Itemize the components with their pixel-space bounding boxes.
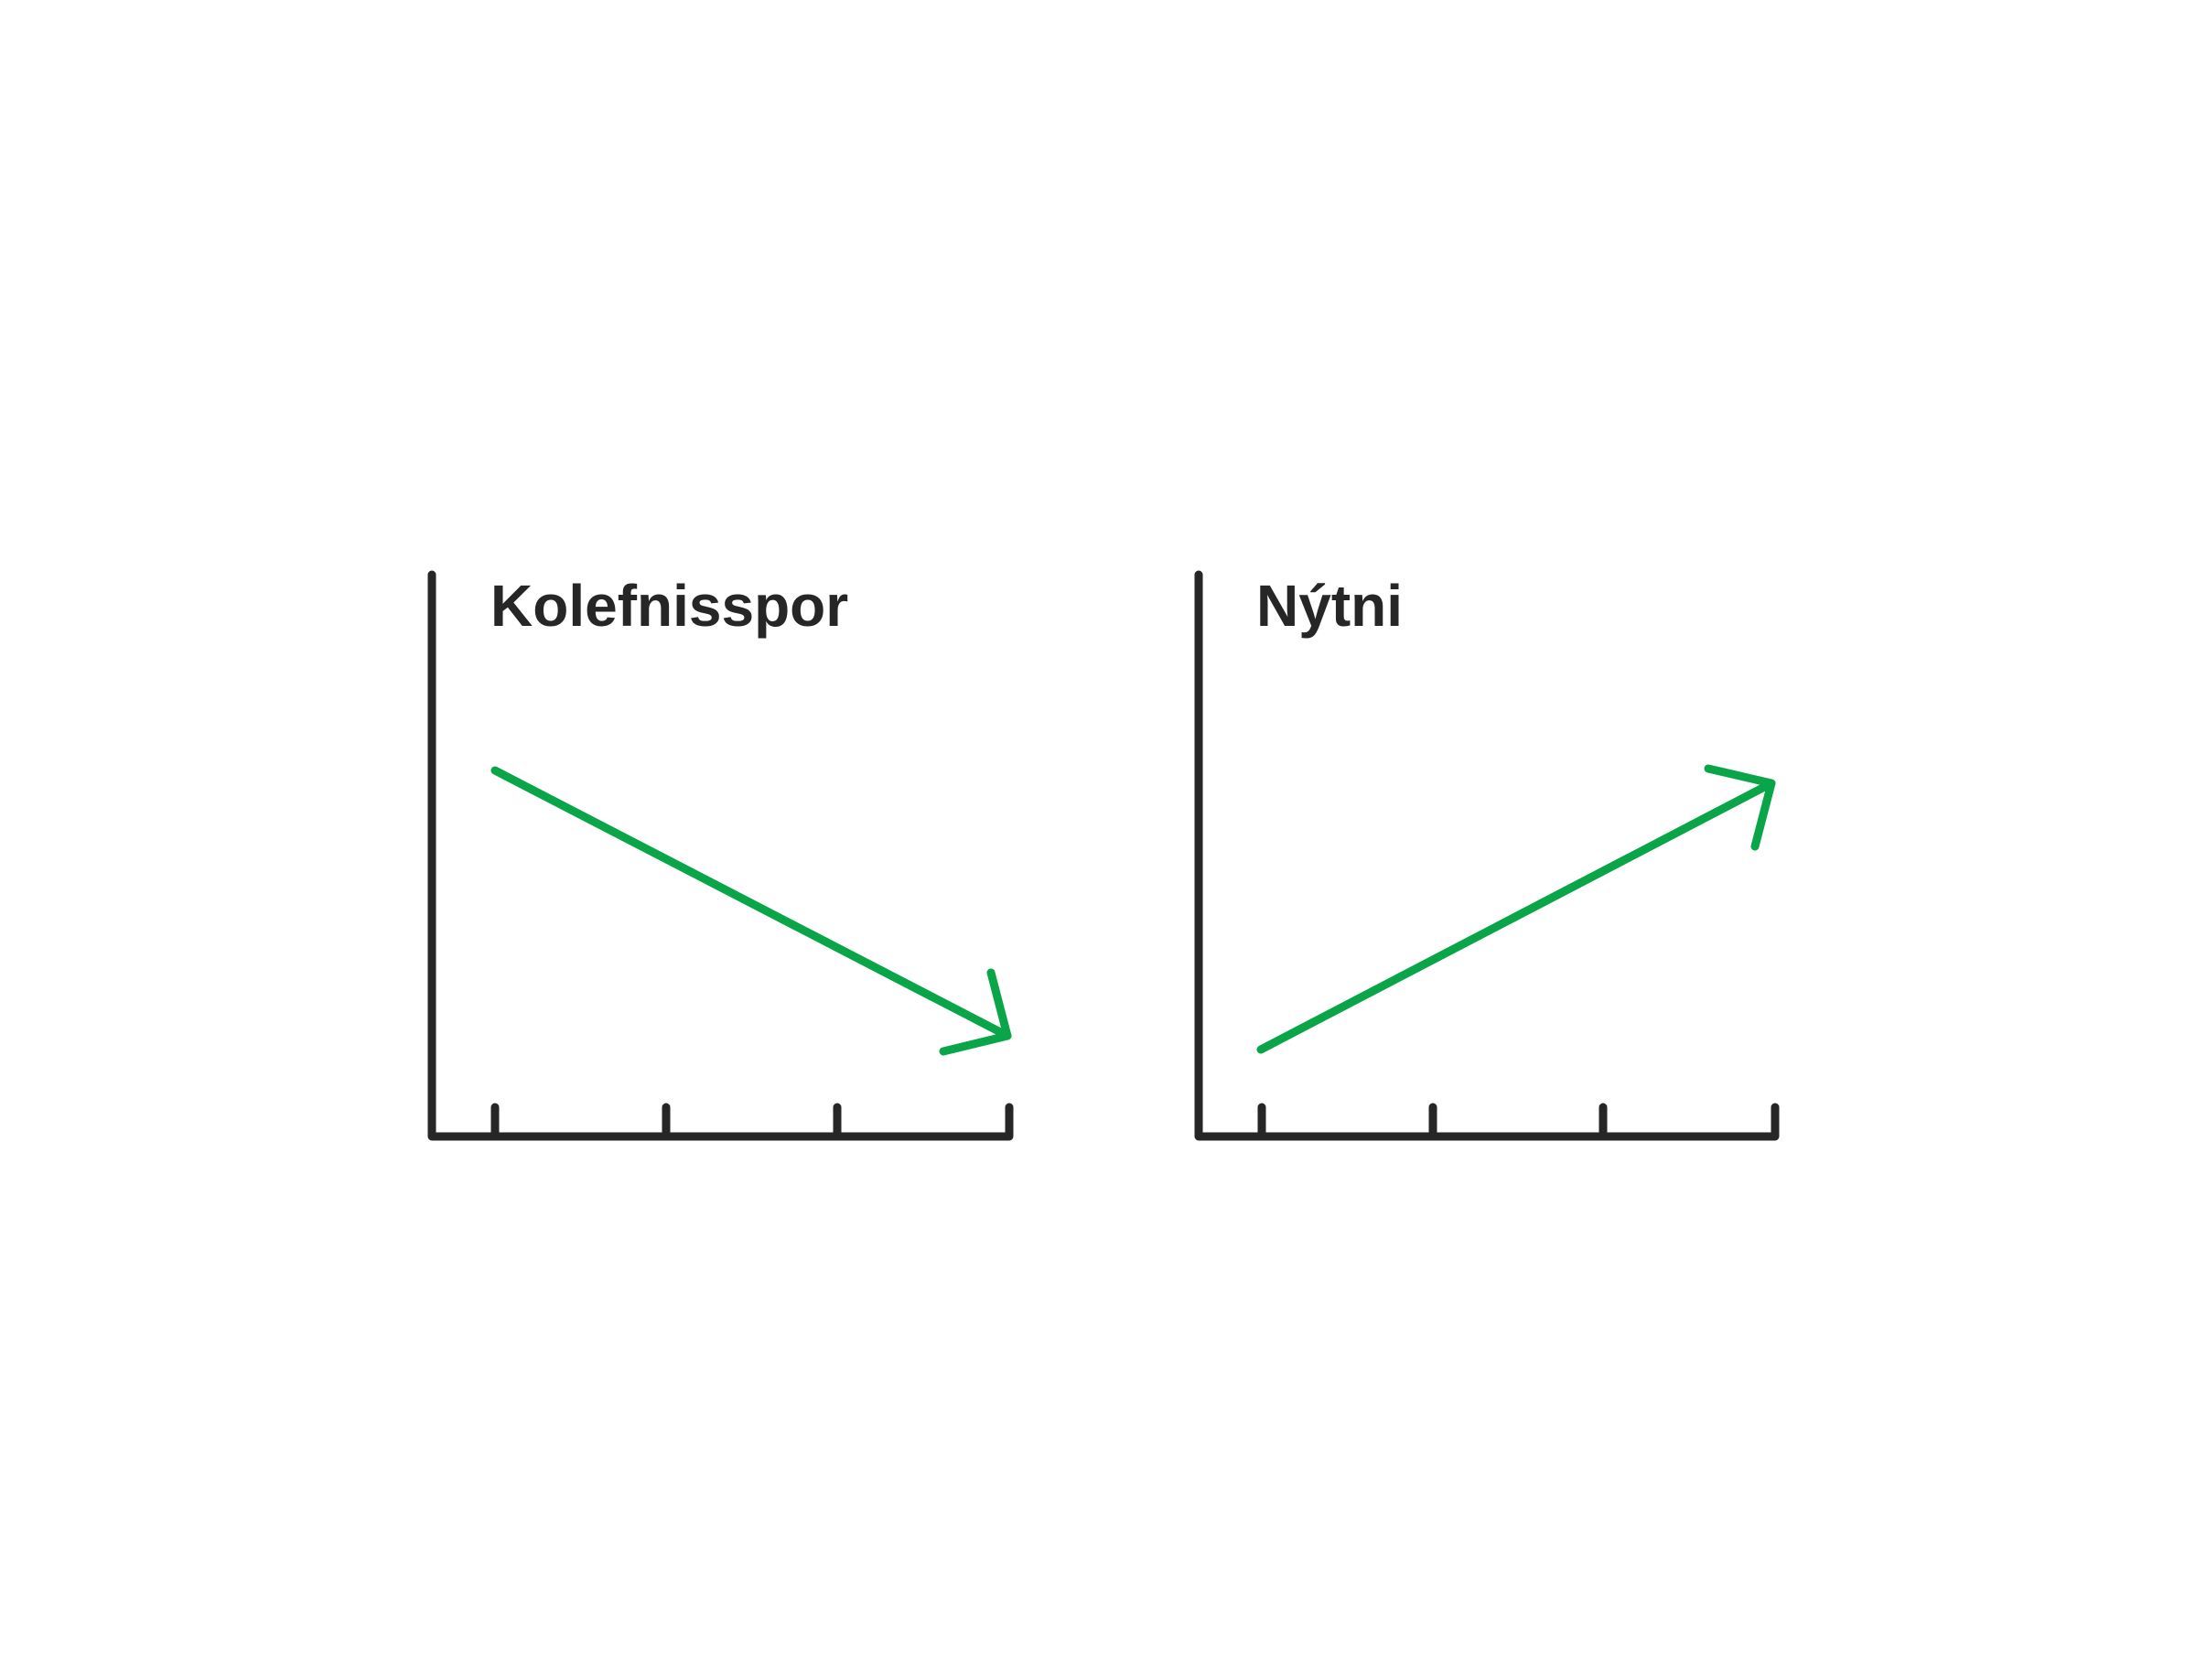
trend-line xyxy=(490,766,1012,1040)
axes-frame xyxy=(427,570,1014,1141)
arrowhead xyxy=(1704,764,1776,851)
panel-kolefnisspor: Kolefnisspor xyxy=(427,570,1014,1141)
down-right-arrow-icon xyxy=(490,766,1012,1056)
trend-line xyxy=(1256,779,1776,1054)
axes-frame xyxy=(1194,570,1780,1141)
panel-title: Kolefnisspor xyxy=(490,573,848,639)
up-right-arrow-icon xyxy=(1256,764,1776,1054)
panel-title: Nýtni xyxy=(1256,573,1403,639)
panel-nytni: Nýtni xyxy=(1194,570,1780,1141)
arrowhead xyxy=(939,968,1012,1056)
